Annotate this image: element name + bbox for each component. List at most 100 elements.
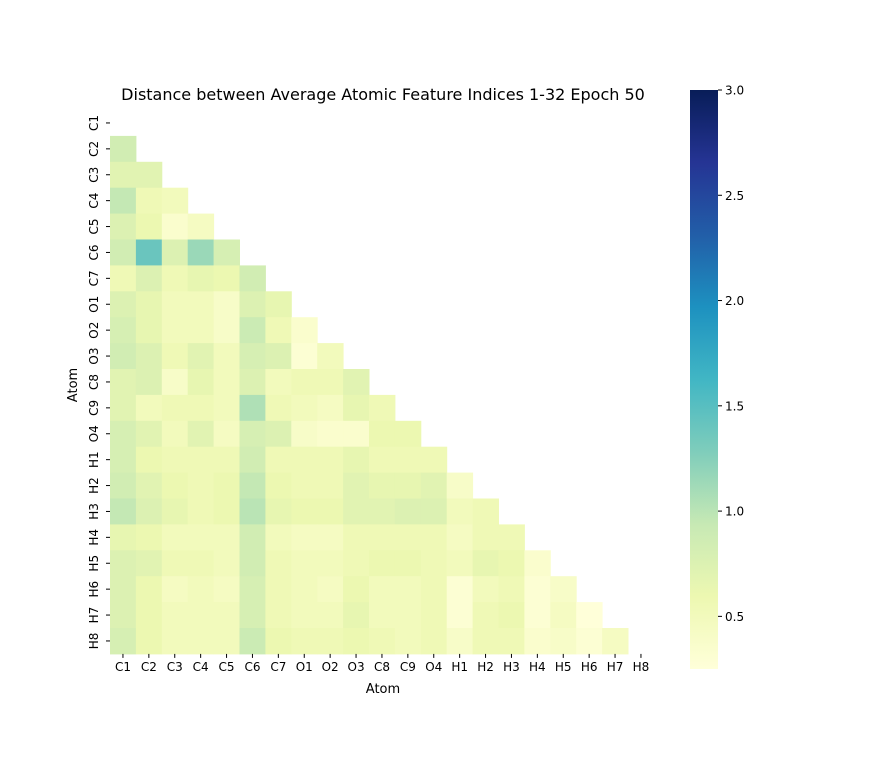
heatmap-cell-C5-C3 [161, 213, 189, 240]
heatmap-cell-H8-H1 [446, 628, 474, 655]
heatmap-cell-O2-C2 [135, 317, 163, 344]
heatmap-cell-O1-C7 [265, 291, 292, 318]
heatmap-cell-H3-H1 [446, 498, 474, 525]
heatmap-cell-H3-C8 [369, 498, 396, 525]
x-tick-label-H6: H6 [581, 660, 598, 674]
heatmap-cell-H7-H6 [576, 602, 603, 629]
heatmap-cell-H8-C1 [110, 628, 137, 655]
x-tick-label-C4: C4 [193, 660, 209, 674]
heatmap-cell-O1-C3 [161, 291, 189, 318]
heatmap-cell-C9-C8 [369, 394, 396, 422]
x-tick-label-C7: C7 [270, 660, 286, 674]
heatmap-cell-H8-C7 [265, 628, 292, 655]
heatmap-cell-C9-C6 [239, 394, 266, 422]
heatmap-cell-H4-O1 [291, 524, 318, 551]
heatmap-cell-C9-O3 [343, 394, 370, 422]
heatmap-cell-H7-H2 [472, 602, 499, 629]
heatmap-cell-H1-C1 [110, 446, 137, 474]
heatmap-cell-H1-C2 [135, 446, 163, 474]
x-tick-label-C5: C5 [219, 660, 235, 674]
y-tick-label-H3: H3 [87, 503, 101, 520]
heatmap-cell-O4-C7 [265, 420, 292, 448]
heatmap-cell-H6-H5 [550, 576, 577, 603]
heatmap-cell-H3-C4 [187, 498, 215, 525]
heatmap-cell-C9-C2 [135, 394, 163, 422]
heatmap-cell-O4-C2 [135, 420, 163, 448]
x-tick-label-O4: O4 [425, 660, 442, 674]
heatmap-cell-O3-C1 [110, 343, 137, 370]
heatmap-cell-O4-C5 [213, 420, 240, 448]
y-tick-label-O3: O3 [87, 348, 101, 365]
heatmap-cell-H6-C4 [187, 576, 215, 603]
y-tick-label-H7: H7 [87, 607, 101, 624]
heatmap-cell-H5-O1 [291, 550, 318, 577]
heatmap-cell-H3-C1 [110, 498, 137, 525]
heatmap-cell-H4-C8 [369, 524, 396, 551]
heatmap-cell-H8-O4 [420, 628, 448, 655]
heatmap-cell-H4-C1 [110, 524, 137, 551]
y-tick-label-C7: C7 [87, 270, 101, 286]
heatmap-cell-H7-H5 [550, 602, 577, 629]
heatmap-cell-H8-H6 [576, 628, 603, 655]
heatmap-cell-H6-H3 [498, 576, 525, 603]
heatmap-cell-H4-C9 [394, 524, 422, 551]
heatmap-cell-H2-C8 [369, 472, 396, 499]
x-tick-label-C3: C3 [167, 660, 183, 674]
heatmap-cell-H7-C5 [213, 602, 240, 629]
y-tick-label-C3: C3 [87, 167, 101, 183]
heatmap-cell-H5-C6 [239, 550, 266, 577]
x-tick-label-H8: H8 [633, 660, 650, 674]
heatmap-cell-H6-H1 [446, 576, 474, 603]
heatmap-cell-C7-C3 [161, 265, 189, 292]
heatmap-cell-H3-C2 [135, 498, 163, 525]
heatmap-cell-H6-C2 [135, 576, 163, 603]
heatmap-cell-C9-C5 [213, 394, 240, 422]
heatmap-cell-O4-O3 [343, 420, 370, 448]
heatmap-cell-O1-C5 [213, 291, 240, 318]
heatmap-cell-H7-C1 [110, 602, 137, 629]
heatmap-cell-H7-C6 [239, 602, 266, 629]
heatmap-cell-C8-C7 [265, 369, 292, 396]
heatmap-cell-O3-C3 [161, 343, 189, 370]
heatmap-cell-O4-C6 [239, 420, 266, 448]
colorbar-tick-label: 3.0 [725, 84, 744, 98]
heatmap-cell-H4-O4 [420, 524, 448, 551]
heatmap-cell-O3-C4 [187, 343, 215, 370]
heatmap-cells [110, 135, 629, 655]
heatmap-cell-C8-C3 [161, 369, 189, 396]
heatmap-cell-H4-C4 [187, 524, 215, 551]
heatmap-cell-C8-C4 [187, 369, 215, 396]
heatmap-cell-C8-O1 [291, 369, 318, 396]
heatmap-cell-H6-C1 [110, 576, 137, 603]
heatmap-cell-C8-C6 [239, 369, 266, 396]
heatmap-cell-H5-C5 [213, 550, 240, 577]
heatmap-cell-H1-C5 [213, 446, 240, 474]
heatmap-cell-O2-O1 [291, 317, 318, 344]
heatmap-cell-H1-C9 [394, 446, 422, 474]
heatmap-cell-C8-O2 [317, 369, 344, 396]
colorbar-tick-label: 1.0 [725, 505, 744, 519]
heatmap-cell-H7-H1 [446, 602, 474, 629]
y-tick-label-H2: H2 [87, 477, 101, 494]
heatmap-cell-H1-C6 [239, 446, 266, 474]
heatmap-cell-H5-C1 [110, 550, 137, 577]
heatmap-cell-O1-C2 [135, 291, 163, 318]
colorbar-ticks: 0.5 1.0 1.5 2.0 2.5 3.0 [718, 84, 744, 624]
heatmap-cell-C7-C1 [110, 265, 137, 292]
heatmap-cell-O2-C4 [187, 317, 215, 344]
heatmap-cell-O3-O2 [317, 343, 344, 370]
heatmap-cell-H5-C9 [394, 550, 422, 577]
heatmap-cell-H6-H4 [524, 576, 551, 603]
heatmap-cell-H6-C7 [265, 576, 292, 603]
heatmap-cell-H7-O2 [317, 602, 344, 629]
x-tick-label-H7: H7 [607, 660, 624, 674]
heatmap-cell-C4-C1 [110, 187, 137, 215]
colorbar-tick-label: 0.5 [725, 610, 744, 624]
heatmap-cell-H3-O1 [291, 498, 318, 525]
heatmap-cell-H3-C9 [394, 498, 422, 525]
heatmap-cell-C7-C5 [213, 265, 240, 292]
heatmap-cell-H7-C8 [369, 602, 396, 629]
x-tick-label-O2: O2 [322, 660, 339, 674]
x-tick-label-C6: C6 [244, 660, 260, 674]
